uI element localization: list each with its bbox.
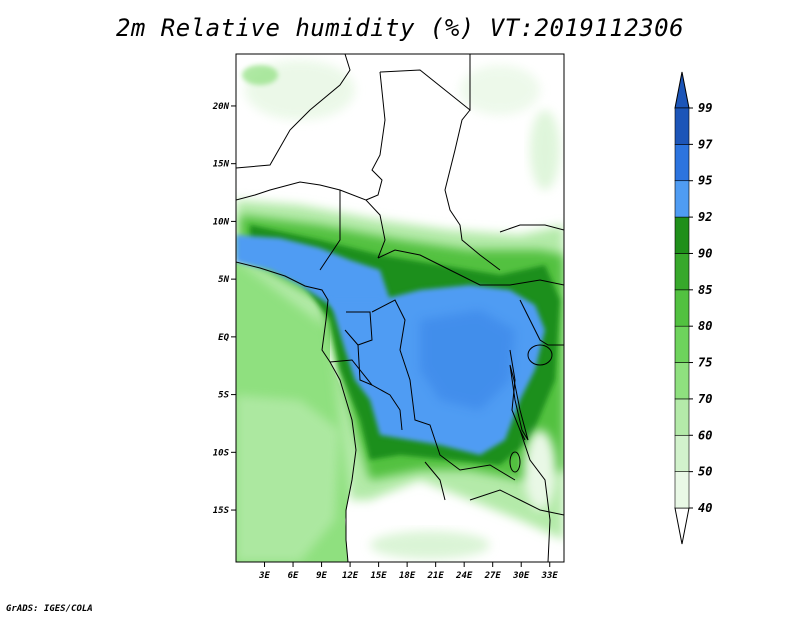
colorbar-segment xyxy=(674,144,690,182)
lake-outlines xyxy=(509,344,553,473)
colorbar-segment xyxy=(674,434,690,472)
colorbar-segment xyxy=(674,180,690,218)
lat-tick-label: 20N xyxy=(212,102,230,112)
ocean-humidity-light xyxy=(236,395,340,562)
colorbar-label: 95 xyxy=(698,174,712,188)
colorbar-segment xyxy=(674,253,690,291)
humidity-field xyxy=(236,54,564,562)
colorbar-label: 60 xyxy=(698,428,712,442)
colorbar-segment xyxy=(674,471,690,509)
lon-tick-label: 27E xyxy=(484,571,502,581)
lon-tick-label: 3E xyxy=(258,571,270,581)
colorbar-segment xyxy=(674,325,690,363)
colorbar-segment xyxy=(674,289,690,327)
colorbar-label: 97 xyxy=(698,137,713,151)
lat-tick-label: 5N xyxy=(218,275,229,285)
colorbar: 40 50 60 70 75 80 85 90 92 95 97 99 xyxy=(674,71,713,545)
lat-tick-label: 10N xyxy=(213,217,230,227)
colorbar-label: 85 xyxy=(698,283,712,297)
saturated-core-center xyxy=(420,310,515,410)
colorbar-label: 90 xyxy=(698,246,712,260)
colorbar-label: 99 xyxy=(698,101,712,115)
latitude-axis: 20N 15N 10N 5N EQ 5S 10S 15S xyxy=(212,102,236,516)
colorbar-label: 70 xyxy=(698,392,712,406)
lon-tick-label: 18E xyxy=(399,571,416,581)
map-frame xyxy=(235,53,565,563)
colorbar-label: 75 xyxy=(698,356,712,370)
longitude-axis: 3E 6E 9E 12E 15E 18E 21E 24E 27E 30E 33E xyxy=(258,562,558,581)
colorbar-segment xyxy=(674,362,690,400)
colorbar-above-triangle xyxy=(674,71,690,109)
lon-tick-label: 15E xyxy=(370,571,387,581)
lon-tick-label: 21E xyxy=(427,571,445,581)
colorbar-label: 40 xyxy=(698,501,712,515)
grads-credit: GrADS: IGES/COLA xyxy=(6,604,93,614)
lon-tick-label: 24E xyxy=(455,571,473,581)
colorbar-below-triangle xyxy=(674,507,690,545)
map-title: 2m Relative humidity (%) VT:2019112306 xyxy=(115,14,685,42)
lon-tick-label: 6E xyxy=(288,571,299,581)
colorbar-label: 80 xyxy=(698,319,712,333)
lat-tick-label: 15S xyxy=(213,506,230,516)
lon-tick-label: 30E xyxy=(512,571,530,581)
country-borders xyxy=(236,54,564,562)
lon-tick-label: 9E xyxy=(316,571,327,581)
colorbar-segment xyxy=(674,107,690,145)
lat-tick-label: 10S xyxy=(213,448,230,458)
colorbar-segment xyxy=(674,398,690,436)
lat-tick-label: 15N xyxy=(213,160,230,170)
colorbar-segment xyxy=(674,216,690,254)
lat-tick-label: EQ xyxy=(218,333,229,343)
colorbar-label: 92 xyxy=(698,210,712,224)
lon-tick-label: 33E xyxy=(541,571,559,581)
lat-tick-label: 5S xyxy=(218,391,229,401)
colorbar-label: 50 xyxy=(698,465,712,479)
lon-tick-label: 12E xyxy=(342,571,359,581)
